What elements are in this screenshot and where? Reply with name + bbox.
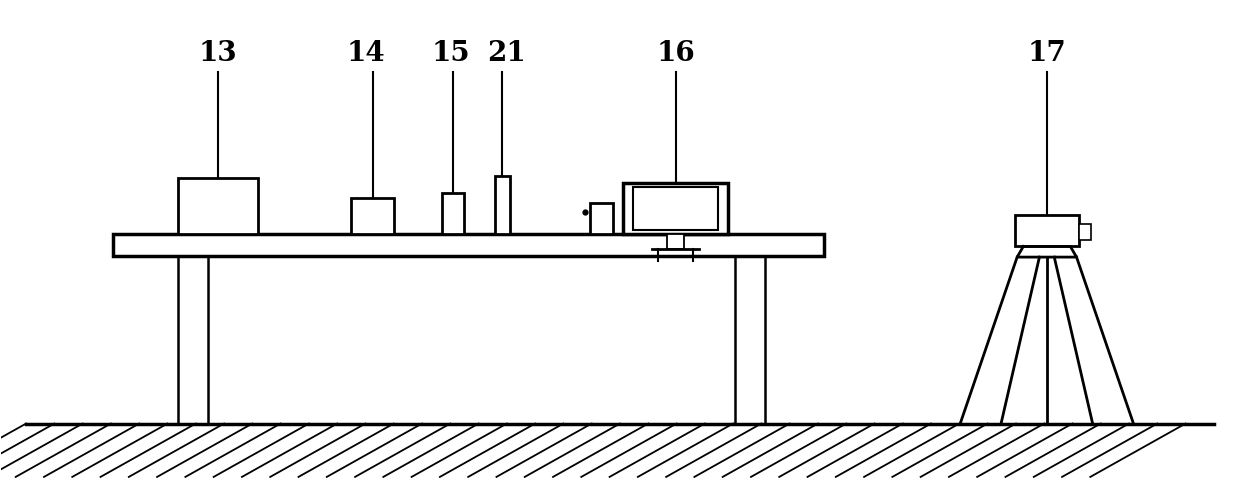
Bar xyxy=(667,234,684,249)
Bar xyxy=(1079,224,1091,240)
Text: 16: 16 xyxy=(656,40,696,67)
Bar xyxy=(632,187,718,230)
Text: 15: 15 xyxy=(432,40,470,67)
Text: 17: 17 xyxy=(1028,40,1066,67)
Bar xyxy=(622,183,728,234)
Text: 13: 13 xyxy=(198,40,237,67)
Bar xyxy=(590,203,613,234)
Bar xyxy=(1014,215,1079,246)
Text: 21: 21 xyxy=(487,40,526,67)
Bar xyxy=(495,176,510,234)
Bar xyxy=(177,179,258,234)
Bar xyxy=(351,198,394,234)
Bar xyxy=(441,193,464,234)
Text: 14: 14 xyxy=(347,40,386,67)
Bar xyxy=(113,234,825,256)
